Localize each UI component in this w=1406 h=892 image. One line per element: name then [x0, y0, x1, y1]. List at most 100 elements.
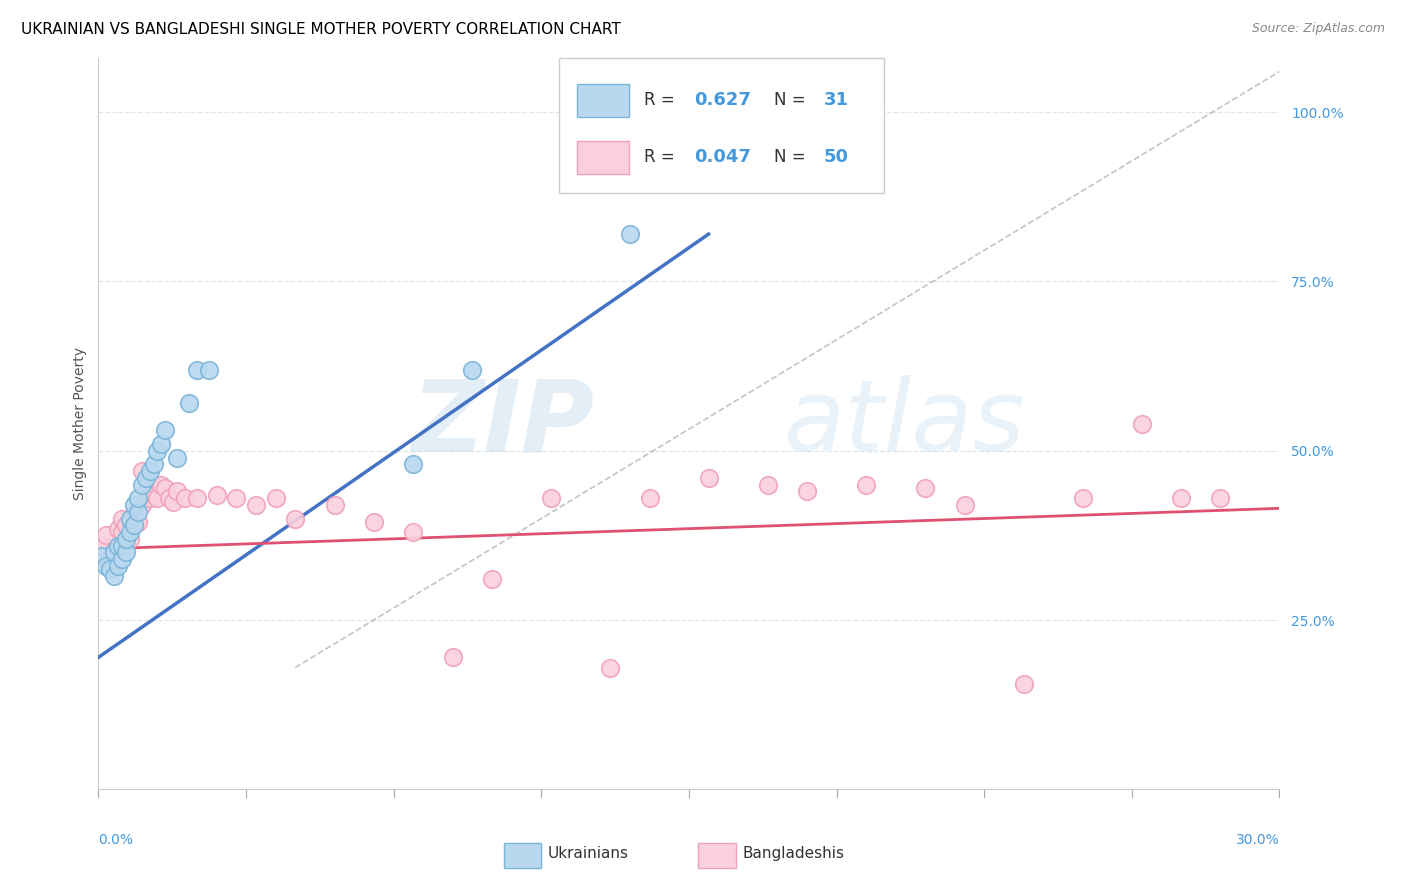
Point	[363, 515, 385, 529]
Text: R =: R =	[644, 148, 681, 166]
FancyBboxPatch shape	[576, 141, 628, 174]
Text: ZIP: ZIP	[412, 376, 595, 472]
Point	[118, 524, 141, 539]
Point	[122, 518, 145, 533]
Point	[638, 491, 661, 506]
Point	[186, 362, 208, 376]
Text: 0.047: 0.047	[693, 148, 751, 166]
Point	[174, 491, 197, 506]
Point	[115, 545, 138, 559]
Point	[756, 477, 779, 491]
Point	[197, 362, 219, 376]
Point	[98, 562, 121, 576]
Point	[127, 515, 149, 529]
Point	[284, 511, 307, 525]
Point	[131, 464, 153, 478]
Text: R =: R =	[644, 91, 681, 109]
Text: 0.627: 0.627	[693, 91, 751, 109]
Point	[619, 227, 641, 241]
Text: N =: N =	[773, 91, 811, 109]
Point	[111, 539, 134, 553]
Point	[91, 539, 114, 553]
Point	[91, 549, 114, 563]
Point	[107, 539, 129, 553]
Point	[131, 477, 153, 491]
Text: 0.0%: 0.0%	[98, 833, 134, 847]
Point	[122, 518, 145, 533]
Point	[127, 505, 149, 519]
Point	[697, 471, 720, 485]
Text: 31: 31	[824, 91, 849, 109]
Text: UKRAINIAN VS BANGLADESHI SINGLE MOTHER POVERTY CORRELATION CHART: UKRAINIAN VS BANGLADESHI SINGLE MOTHER P…	[21, 22, 621, 37]
Point	[1130, 417, 1153, 431]
Text: Source: ZipAtlas.com: Source: ZipAtlas.com	[1251, 22, 1385, 36]
FancyBboxPatch shape	[699, 843, 737, 868]
Point	[107, 539, 129, 553]
Point	[914, 481, 936, 495]
Point	[186, 491, 208, 506]
Point	[402, 524, 425, 539]
Point	[855, 477, 877, 491]
Point	[135, 484, 157, 499]
Point	[162, 494, 184, 508]
Point	[138, 491, 160, 506]
Point	[142, 488, 165, 502]
Point	[115, 535, 138, 549]
Text: atlas: atlas	[783, 376, 1025, 472]
Point	[122, 498, 145, 512]
Point	[599, 660, 621, 674]
FancyBboxPatch shape	[560, 58, 884, 194]
Point	[1209, 491, 1232, 506]
Point	[150, 437, 173, 451]
Point	[1170, 491, 1192, 506]
Point	[127, 491, 149, 506]
Point	[796, 484, 818, 499]
Point	[96, 528, 118, 542]
Point	[115, 518, 138, 533]
Point	[157, 491, 180, 506]
Point	[166, 484, 188, 499]
Point	[323, 498, 346, 512]
Point	[441, 650, 464, 665]
Point	[461, 362, 484, 376]
Point	[103, 569, 125, 583]
Point	[107, 558, 129, 573]
Point	[540, 491, 562, 506]
Point	[264, 491, 287, 506]
Point	[1012, 677, 1035, 691]
Point	[402, 458, 425, 472]
Point	[146, 491, 169, 506]
Point	[1071, 491, 1094, 506]
FancyBboxPatch shape	[576, 84, 628, 117]
Point	[481, 573, 503, 587]
Point	[166, 450, 188, 465]
Text: Bangladeshis: Bangladeshis	[742, 847, 844, 862]
Point	[98, 552, 121, 566]
Point	[118, 511, 141, 525]
Text: Ukrainians: Ukrainians	[547, 847, 628, 862]
Point	[142, 458, 165, 472]
Point	[115, 532, 138, 546]
Point	[103, 545, 125, 559]
Point	[953, 498, 976, 512]
Point	[111, 511, 134, 525]
Text: 30.0%: 30.0%	[1236, 833, 1279, 847]
Point	[138, 464, 160, 478]
FancyBboxPatch shape	[503, 843, 541, 868]
Point	[111, 524, 134, 539]
Y-axis label: Single Mother Poverty: Single Mother Poverty	[73, 347, 87, 500]
Point	[155, 481, 177, 495]
Point	[131, 498, 153, 512]
Point	[150, 477, 173, 491]
Point	[118, 532, 141, 546]
Point	[205, 488, 228, 502]
Point	[245, 498, 267, 512]
Point	[225, 491, 247, 506]
Point	[155, 424, 177, 438]
Point	[135, 471, 157, 485]
Point	[177, 396, 200, 410]
Point	[107, 522, 129, 536]
Point	[96, 558, 118, 573]
Point	[103, 545, 125, 559]
Point	[111, 552, 134, 566]
